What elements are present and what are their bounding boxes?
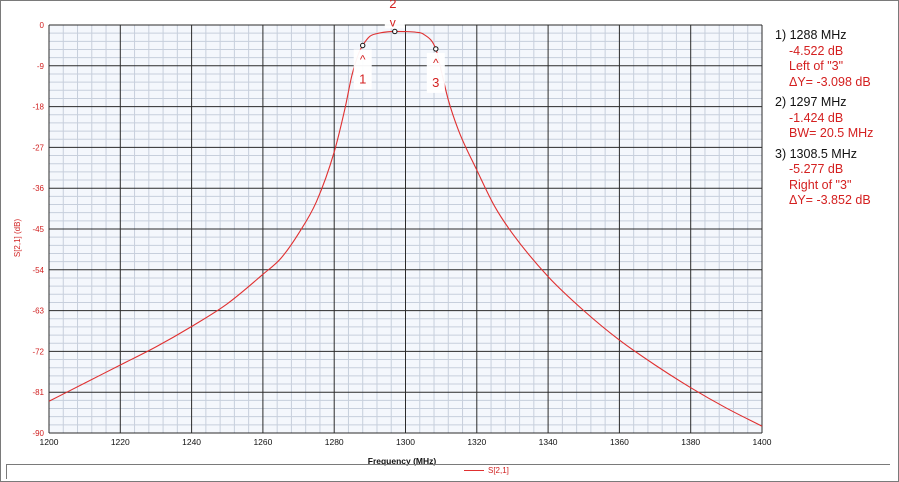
marker-1[interactable]: ^1 [353,42,372,90]
marker-id: 1 [359,71,366,86]
marker-readout-2: 2) 1297 MHz -1.424 dB BW= 20.5 MHz [775,95,897,142]
marker-group: ^12v^3 [353,0,445,93]
y-tick-label: -72 [32,347,44,356]
marker-readout-value: Left of "3" [789,59,844,73]
y-tick-label: -27 [32,143,44,152]
marker-readout-value: Right of "3" [789,177,852,192]
x-axis-label: Frequency (MHz) [368,456,437,466]
y-tick-label: -54 [32,266,44,275]
marker-readout-value: -5.277 dB [789,162,844,176]
marker-readout-frequency: 2) 1297 MHz [775,95,847,109]
marker-3[interactable]: ^3 [426,46,445,93]
legend-box [6,464,890,479]
marker-readout-frequency: 3) 1308.5 MHz [775,146,857,161]
marker-readout-value: BW= 20.5 MHz [789,126,874,140]
marker-point [392,28,398,35]
y-tick-label: 0 [40,21,45,30]
marker-2[interactable]: 2v [384,0,405,35]
legend-entry-s21[interactable]: S[2,1] [464,466,509,475]
y-tick-label: -9 [37,62,45,71]
marker-readout-value: ΔY= -3.098 dB [789,74,871,89]
marker-readout-value: -4.522 dB [789,43,844,58]
x-tick-label: 1400 [753,437,772,447]
x-tick-labels: 1200 1220 1240 1260 1280 1300 1320 1340 1360 1380… [40,437,772,447]
y-tick-label: -45 [32,225,44,234]
marker-point [360,42,366,49]
legend-label: S[2,1] [488,466,509,475]
legend-swatch [464,470,484,471]
x-tick-label: 1260 [253,437,272,447]
marker-readout-frequency: 1) 1288 MHz [775,28,847,42]
x-tick-label: 1320 [467,437,486,447]
marker-label-box [426,52,445,93]
x-tick-label: 1360 [610,437,629,447]
marker-label-box [353,49,372,90]
y-tick-labels: 0 -9 -18 -27 -36 -45 -54 -63 -72 -81 -90 [32,21,44,438]
marker-readout-value: ΔY= -3.852 dB [789,193,871,207]
x-tick-label: 1300 [396,437,415,447]
y-tick-label: -90 [32,429,44,438]
marker-point [433,46,439,52]
y-tick-label: -18 [32,103,44,112]
x-tick-label: 1220 [111,437,130,447]
y-tick-label: -81 [32,388,44,397]
marker-readout-value: -1.424 dB [789,110,844,125]
marker-symbol: v [390,15,396,29]
marker-readout-panel: 1) 1288 MHz -4.522 dB Left of "3" ΔY= -3.09… [775,28,897,214]
marker-label-box [384,1,405,29]
x-tick-label: 1340 [539,437,558,447]
x-tick-label: 1380 [681,437,700,447]
marker-symbol: ^ [360,52,366,66]
major-grid [48,24,763,434]
x-tick-label: 1280 [325,437,344,447]
marker-readout-3: 3) 1308.5 MHz -5.277 dB Right of "3" ΔY= -3… [775,147,897,209]
y-tick-label: -36 [32,184,44,193]
y-tick-label: -63 [32,307,44,316]
marker-id: 2 [389,0,396,11]
marker-id: 3 [432,75,439,90]
marker-readout-1: 1) 1288 MHz -4.522 dB Left of "3" ΔY= -3.09… [775,28,897,90]
y-axis-label: S[2,1] (dB) [13,219,22,258]
s21-series-line[interactable] [48,30,763,427]
marker-symbol: ^ [433,56,439,70]
x-tick-label: 1240 [182,437,201,447]
x-tick-label: 1200 [40,437,59,447]
